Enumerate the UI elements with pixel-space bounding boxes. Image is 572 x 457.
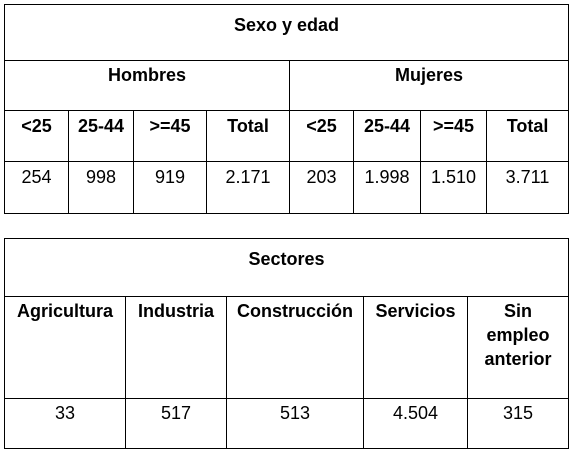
table-row: 254 998 919 2.171 203 1.998 1.510 3.711 [4,161,570,214]
group-header-hombres: Hombres [4,60,290,111]
column-header: Agricultura [4,296,126,399]
table-cell: 1.510 [420,161,487,214]
column-header: 25-44 [68,110,134,162]
table-cell: 315 [466,398,570,449]
table-cell: 203 [289,161,354,214]
column-header: Sin empleo anterior [466,296,570,399]
table-cell: 33 [4,398,126,449]
table-cell: 254 [4,161,69,214]
table-title: Sectores [3,238,570,297]
table-cell: 1.998 [353,161,421,214]
table-cell: 3.711 [485,161,570,214]
column-header: <25 [4,110,69,162]
column-header: Total [485,110,570,162]
column-header: <25 [289,110,354,162]
table-cell: 998 [68,161,134,214]
table-title: Sexo y edad [3,4,570,61]
table-cell: 513 [226,398,364,449]
table-cell: 517 [125,398,227,449]
column-header: >=45 [133,110,207,162]
table-cell: 919 [133,161,207,214]
sex-age-table: Sexo y edad Hombres Mujeres <25 25-44 >=… [3,4,570,214]
table-row: 33 517 513 4.504 315 [4,398,570,449]
sectors-table: Sectores Agricultura Industria Construcc… [3,238,570,449]
table-cell: 4.504 [363,398,468,449]
column-header: Servicios [363,296,468,399]
table-row: <25 25-44 >=45 Total <25 25-44 >=45 Tota… [4,110,570,162]
group-header-mujeres: Mujeres [288,60,570,111]
column-header: Industria [125,296,227,399]
table-cell: 2.171 [206,161,290,214]
table-row: Agricultura Industria Construcción Servi… [4,296,570,399]
column-header: 25-44 [353,110,421,162]
column-header: Total [206,110,290,162]
column-header: >=45 [420,110,487,162]
column-header: Construcción [226,296,364,399]
